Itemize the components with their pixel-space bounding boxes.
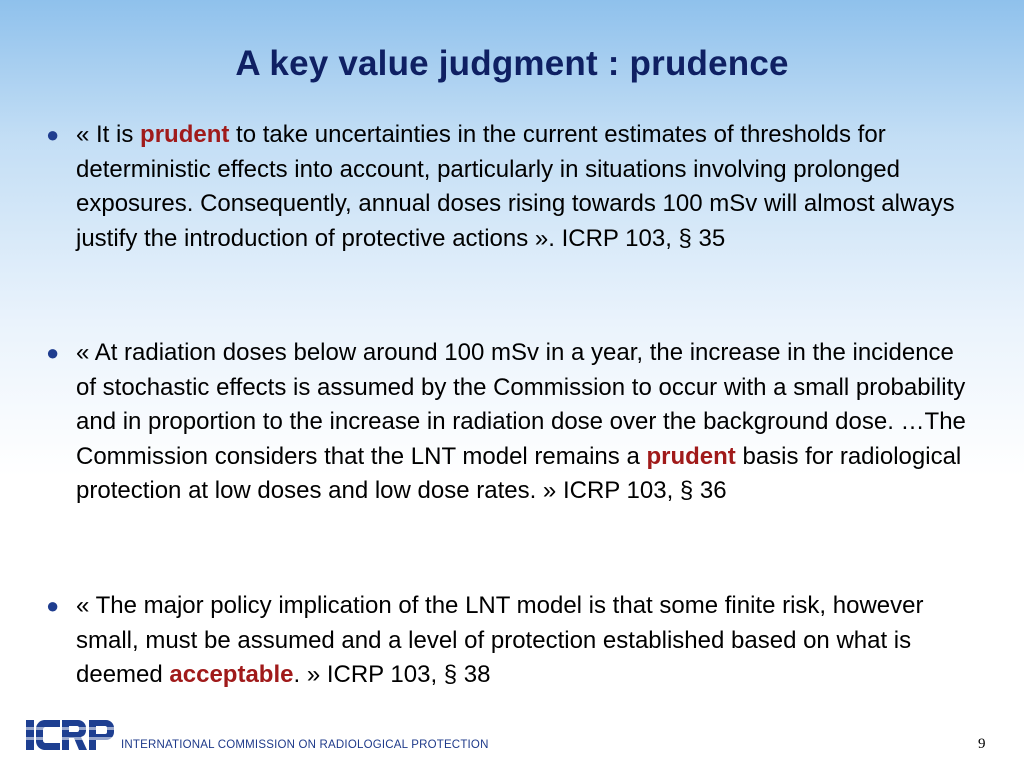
bullet-dot-icon: ● — [46, 122, 60, 147]
bullet-emphasis: prudent — [140, 121, 230, 148]
bullet-item: ● « It is prudent to take uncertainties … — [46, 118, 976, 256]
bullet-dot-icon: ● — [46, 593, 60, 618]
bullet-text: to take uncertainties in the current est… — [76, 121, 955, 252]
bullet-text: . » ICRP 103, § 38 — [293, 661, 491, 688]
footer-organization: INTERNATIONAL COMMISSION ON RADIOLOGICAL… — [121, 739, 489, 751]
bullet-dot-icon: ● — [46, 340, 60, 365]
bullet-text: basis for radiological protection at low… — [76, 442, 962, 505]
bullet-item: ● « The major policy implication of the … — [46, 589, 976, 693]
page-number: 9 — [978, 736, 986, 752]
bullet-emphasis: acceptable — [169, 661, 294, 688]
icrp-logo — [26, 720, 118, 750]
bullet-item: ● « At radiation doses below around 100 … — [46, 336, 976, 509]
bullet-text: « At radiation doses below around 100 mS… — [76, 339, 966, 470]
bullet-text: « It is — [76, 121, 141, 148]
slide-title: A key value judgment : prudence — [235, 44, 789, 83]
bullet-emphasis: prudent — [646, 442, 736, 470]
bullet-text: « The major policy implication of the LN… — [76, 592, 924, 688]
